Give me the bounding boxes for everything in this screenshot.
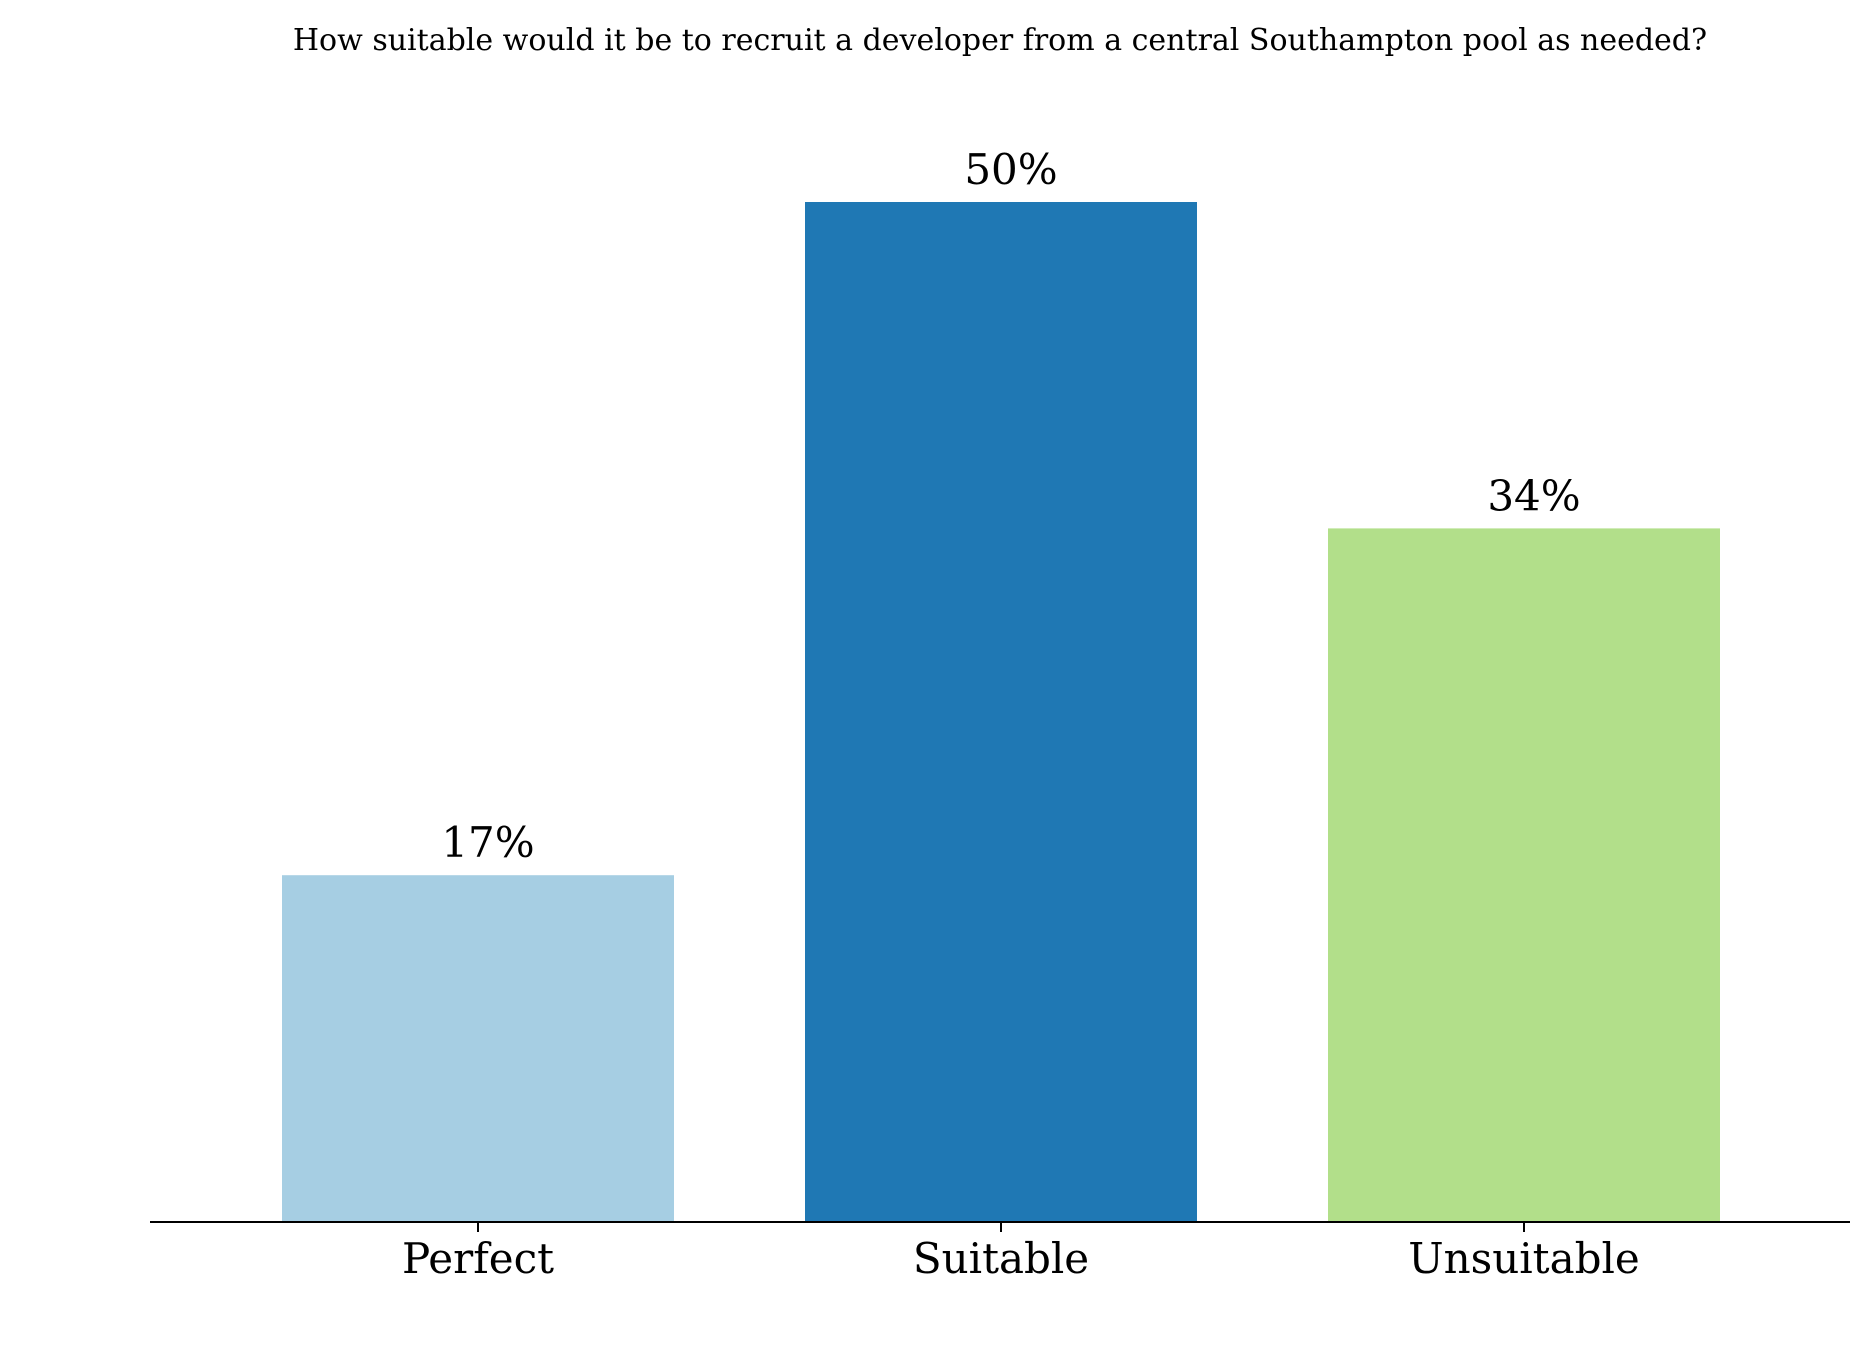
bar-perfect	[282, 875, 674, 1222]
bar-unsuitable	[1328, 528, 1720, 1222]
chart-title: How suitable would it be to recruit a de…	[293, 23, 1707, 58]
x-tick-label-unsuitable: Unsuitable	[1408, 1234, 1640, 1283]
x-tick-label-perfect: Perfect	[402, 1234, 554, 1283]
x-tick-label-suitable: Suitable	[913, 1234, 1089, 1283]
value-labels-group: 17% 50% 34%	[441, 145, 1580, 867]
bar-value-label-perfect: 17%	[441, 818, 534, 867]
bar-value-label-suitable: 50%	[964, 145, 1057, 194]
x-ticks-group: Perfect Suitable Unsuitable	[402, 1222, 1640, 1283]
bar-value-label-unsuitable: 34%	[1487, 471, 1580, 520]
bar-suitable	[805, 202, 1197, 1222]
bars-group	[282, 202, 1720, 1222]
